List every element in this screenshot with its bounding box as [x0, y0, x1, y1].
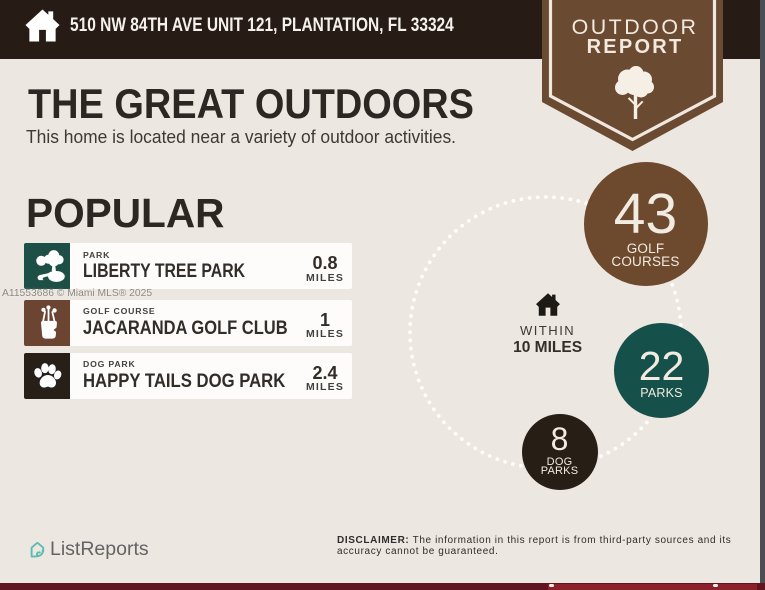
svg-text:OUTDOOR: OUTDOOR — [572, 15, 699, 39]
svg-text:REPORT: REPORT — [587, 36, 684, 58]
